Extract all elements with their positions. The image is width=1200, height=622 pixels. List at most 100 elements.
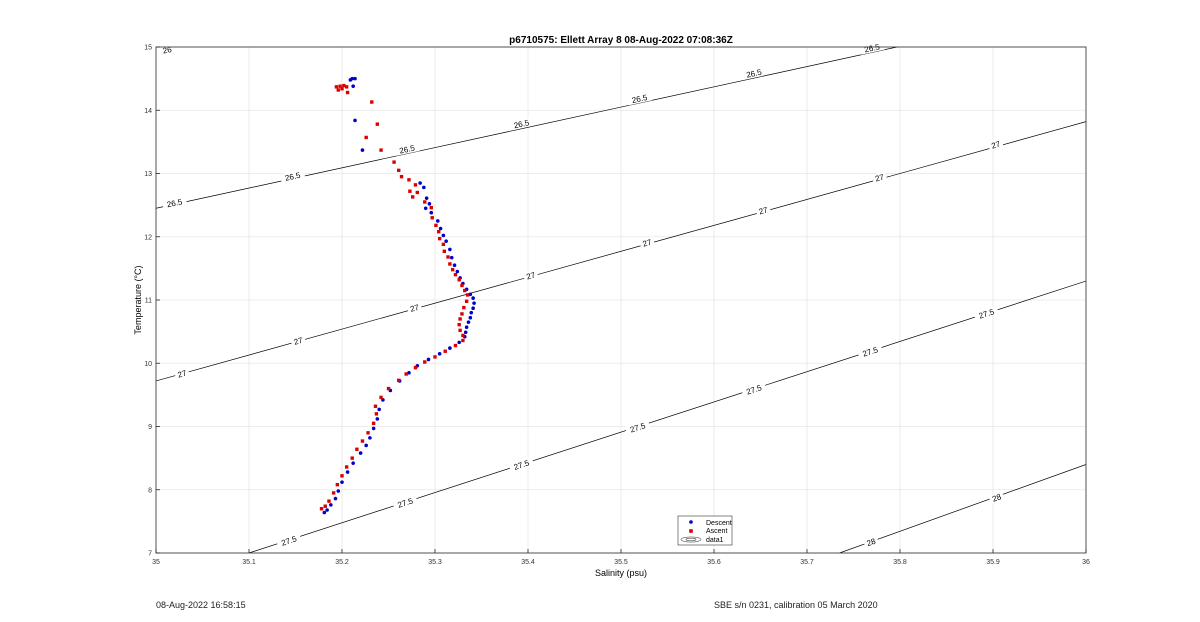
ascent-point	[465, 293, 470, 297]
contour-label-text: 28	[865, 536, 877, 548]
y-tick-label: 12	[144, 234, 152, 241]
contour-label-mask	[508, 456, 535, 473]
ascent-point	[464, 299, 469, 303]
descent-point	[469, 310, 474, 315]
ascent-point	[415, 190, 420, 195]
x-tick-label: 35.5	[614, 559, 628, 566]
contour-line	[156, 121, 1086, 382]
ascent-point	[437, 229, 441, 234]
x-tick-label: 35.7	[800, 559, 814, 566]
x-tick-label: 35.6	[707, 559, 721, 566]
ascent-point	[458, 317, 462, 321]
ascent-point	[345, 90, 350, 95]
ascent-point	[355, 447, 359, 451]
descent-point	[353, 118, 357, 123]
ascent-point	[443, 349, 447, 353]
contour-label: 27	[638, 236, 655, 249]
ascent-point	[327, 499, 331, 503]
ascent-point	[429, 205, 433, 210]
ascent-point	[460, 283, 464, 288]
contour-label-text: 26.5	[513, 118, 531, 130]
contour-label-text: 27	[642, 237, 654, 248]
calibration-info: SBE s/n 0231, calibration 05 March 2020	[714, 600, 878, 610]
ascent-point	[441, 242, 446, 247]
contour-label-mask	[394, 142, 420, 156]
descent-point	[471, 306, 475, 311]
ascent-point	[371, 421, 376, 426]
ascent-point	[340, 87, 344, 91]
contour-label-mask	[755, 204, 772, 217]
contour-label-mask	[741, 66, 767, 81]
contour-label-text: 27	[177, 368, 189, 379]
legend-contour-icon-outer	[680, 536, 702, 543]
ascent-point	[457, 278, 461, 282]
descent-point	[457, 340, 461, 345]
contour-label-mask	[279, 169, 306, 184]
x-tick-label: 35.4	[521, 559, 535, 566]
descent-point	[423, 206, 428, 211]
descent-point	[472, 301, 476, 305]
descent-point	[407, 370, 411, 375]
ascent-point	[373, 404, 378, 408]
contour-label-text: 27	[525, 270, 537, 281]
y-tick-label: 13	[144, 171, 152, 178]
contour-label-text: 28	[991, 492, 1003, 504]
descent-point	[336, 489, 341, 493]
contour-label-mask	[626, 91, 653, 106]
ascent-point	[331, 491, 336, 495]
contour-label-mask	[857, 343, 883, 360]
x-tick-label: 35.8	[893, 559, 907, 566]
ascent-point	[408, 189, 412, 193]
ascent-point	[379, 395, 383, 400]
contour-line	[248, 280, 1086, 553]
descent-point	[340, 480, 344, 484]
chart-title: p6710575: Ellett Array 8 08-Aug-2022 07:…	[509, 35, 733, 46]
descent-point	[441, 233, 446, 238]
contour-label-mask	[988, 490, 1005, 505]
descent-point	[418, 181, 422, 185]
ascent-point	[461, 333, 465, 338]
contour-label: 26.5	[394, 142, 420, 156]
contour-label-text: 26.5	[284, 171, 302, 183]
contour-label-text: 26.5	[166, 197, 184, 209]
ascent-point	[448, 262, 452, 266]
contour-label-mask	[161, 195, 188, 210]
contour-label: 27	[987, 138, 1004, 151]
descent-point	[463, 330, 468, 335]
contour-label-mask	[276, 532, 302, 549]
descent-point	[466, 320, 471, 324]
ascent-point	[374, 412, 379, 416]
contour-label: 27	[755, 204, 772, 217]
descent-point	[424, 196, 429, 200]
y-tick-label: 10	[144, 361, 152, 368]
density-contours	[156, 47, 1086, 553]
contour-label: 27	[406, 301, 423, 314]
ascent-point	[458, 328, 462, 333]
descent-point	[471, 296, 475, 300]
descent-point	[351, 461, 355, 465]
descent-point	[353, 76, 357, 81]
ascent-point	[410, 195, 415, 199]
contour-label: 26.5	[279, 169, 306, 184]
ascent-point	[364, 135, 368, 140]
descent-point	[422, 185, 426, 190]
contour-label-text: 27	[409, 303, 421, 314]
ascent-point	[360, 439, 365, 443]
descent-point	[351, 84, 355, 89]
ascent-point	[446, 255, 450, 259]
contour-label-mask	[508, 116, 535, 131]
descent-point	[435, 219, 440, 223]
x-tick-label: 35.2	[335, 559, 349, 566]
generated-timestamp: 08-Aug-2022 16:58:15	[156, 600, 246, 610]
ascent-point	[453, 273, 458, 277]
contour-label-text: 27	[293, 336, 305, 347]
legend: Descent Ascent data1	[677, 515, 733, 546]
ascent-point	[453, 343, 458, 348]
descent-point	[464, 325, 469, 329]
ascent-point	[334, 85, 339, 89]
ascent-point	[423, 360, 427, 364]
descent-point	[345, 470, 350, 474]
ascent-point	[457, 322, 461, 327]
legend-label-descent: Descent	[706, 520, 732, 527]
ascent-point	[375, 122, 380, 126]
